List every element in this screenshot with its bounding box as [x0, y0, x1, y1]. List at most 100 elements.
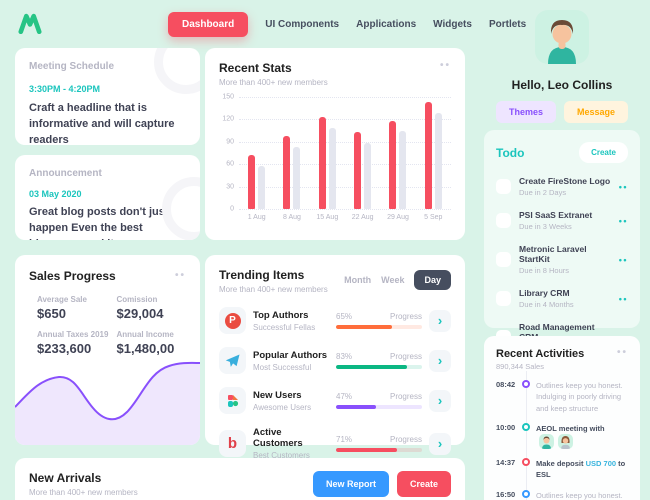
todo-title: Todo — [496, 145, 525, 160]
trending-item: New Users Awesome Users 47% Progress › — [219, 387, 451, 414]
x-axis: 1 Aug 8 Aug 15 Aug 22 Aug 29 Aug 5 Sep — [239, 214, 451, 221]
trending-item-title: New Users — [253, 389, 302, 401]
trending-item-arrow-button[interactable]: › — [429, 309, 451, 332]
meeting-schedule-title: Meeting Schedule — [29, 61, 115, 72]
meeting-schedule-card: Meeting Schedule 3:30PM - 4:20PM Craft a… — [15, 48, 200, 145]
trending-item-percent: 47% — [336, 392, 353, 401]
bar-current — [318, 117, 326, 209]
themes-button[interactable]: Themes — [495, 101, 556, 123]
todo-item-title: Library CRM — [519, 288, 570, 298]
recent-activities-title: Recent Activities — [496, 348, 585, 360]
y-axis-tick: 30 — [226, 183, 234, 191]
trending-items-card: Trending Items More than 400+ new member… — [205, 255, 465, 460]
logo-icon[interactable] — [18, 13, 42, 39]
todo-create-button[interactable]: Create — [579, 142, 628, 163]
todo-checkbox[interactable] — [496, 291, 511, 306]
y-axis-tick: 60 — [226, 160, 234, 168]
activities-menu-dots-icon[interactable]: •• — [616, 347, 628, 358]
trending-item-arrow-button[interactable]: › — [429, 432, 451, 455]
sales-stat: Comission $29,004 — [117, 295, 191, 321]
stat-label: Annual Taxes 2019 — [37, 330, 109, 339]
gridline — [239, 209, 451, 210]
announcement-text: Great blog posts don't just happen Even … — [29, 206, 169, 240]
message-button[interactable]: Message — [563, 101, 629, 123]
bar-previous — [434, 113, 442, 209]
trending-subtitle: More than 400+ new members — [219, 285, 328, 294]
decorative-pattern — [154, 48, 200, 94]
stat-value: $650 — [37, 306, 66, 321]
tab-day[interactable]: Day — [414, 270, 451, 290]
gridline — [239, 141, 451, 143]
trending-item-arrow-button[interactable]: › — [429, 349, 451, 372]
progress-label: Progress — [389, 312, 422, 321]
y-axis-tick: 90 — [226, 138, 234, 146]
producthunt-icon: P — [219, 307, 246, 334]
todo-item-due: Due in 8 Hours — [519, 266, 570, 275]
man-avatar[interactable] — [539, 434, 554, 449]
timeline-dot-icon — [522, 458, 530, 466]
user-avatar[interactable] — [535, 10, 589, 69]
gridline — [239, 119, 451, 121]
activity-item: 14:37 Make deposit USD 700 to ESL — [496, 449, 628, 481]
trending-item-title: Top Authors — [253, 309, 309, 321]
x-axis-label: 15 Aug — [316, 214, 339, 221]
todo-checkbox[interactable] — [496, 213, 511, 228]
activity-text: AEOL meeting with — [534, 423, 628, 449]
stat-label: Comission — [116, 295, 158, 304]
trending-title: Trending Items — [219, 268, 305, 282]
y-axis-tick: 120 — [222, 115, 234, 123]
stat-label: Average Sale — [37, 295, 87, 304]
progress-label: Progress — [389, 352, 422, 361]
timeline-dot-icon — [522, 489, 530, 498]
nav-item-widgets[interactable]: Widgets — [433, 18, 472, 30]
activity-text: Outlines keep you honest. Indulging in p… — [536, 381, 623, 413]
progress-bar — [336, 405, 422, 409]
sales-menu-dots-icon[interactable]: •• — [174, 270, 186, 281]
timeline-dot-icon — [522, 380, 530, 388]
progress-bar — [336, 365, 422, 369]
nav-item-dashboard[interactable]: Dashboard — [168, 11, 249, 37]
bar-group — [274, 97, 309, 209]
bar-current — [424, 102, 432, 209]
recent-stats-menu-dots-icon[interactable]: •• — [439, 60, 451, 71]
todo-checkbox[interactable] — [496, 179, 511, 194]
tab-week[interactable]: Week — [381, 275, 405, 285]
profile-panel: Hello, Leo Collins Themes Message — [484, 10, 640, 123]
bitly-icon: b — [219, 430, 246, 457]
create-button[interactable]: Create — [396, 471, 451, 497]
todo-item-menu-dots-icon[interactable]: •• — [618, 293, 628, 304]
trending-item-title: Active Customers — [253, 427, 303, 449]
bar-group — [310, 97, 345, 209]
bar-previous — [328, 128, 336, 209]
y-axis-tick: 150 — [222, 93, 234, 101]
activity-text: Make deposit USD 700 to ESL — [536, 459, 626, 480]
tab-month[interactable]: Month — [344, 275, 372, 285]
progress-bar — [336, 448, 422, 452]
stat-label: Annual Income — [116, 330, 174, 339]
bar-group — [345, 97, 380, 209]
woman-avatar[interactable] — [558, 434, 573, 449]
todo-item-menu-dots-icon[interactable]: •• — [618, 254, 628, 265]
y-axis-tick: 0 — [230, 205, 234, 213]
todo-item-menu-dots-icon[interactable]: •• — [618, 215, 628, 226]
stat-value: $29,004 — [116, 306, 164, 321]
todo-checkbox[interactable] — [496, 252, 511, 267]
meeting-time: 3:30PM - 4:20PM — [29, 84, 101, 94]
todo-item-menu-dots-icon[interactable]: •• — [618, 181, 628, 192]
todo-item: Metronic Laravel StartKit Due in 8 Hours… — [496, 244, 628, 275]
activity-time: 08:42 — [496, 380, 516, 389]
trending-item-arrow-button[interactable]: › — [429, 389, 451, 412]
new-report-button[interactable]: New Report — [312, 471, 389, 497]
nav-item-portlets[interactable]: Portlets — [488, 18, 527, 30]
activity-time: 14:37 — [496, 458, 516, 467]
bar-previous — [293, 147, 301, 209]
trending-item-percent: 65% — [336, 312, 353, 321]
activity-item: 10:00 AEOL meeting with — [496, 413, 628, 449]
activity-time: 10:00 — [496, 422, 516, 432]
stat-value: $1,480,00 — [116, 341, 175, 356]
bar-chart-plot-bars — [239, 97, 451, 209]
nav-item-ui-components[interactable]: UI Components — [265, 18, 340, 30]
nav-item-applications[interactable]: Applications — [356, 18, 417, 30]
new-arrivals-title: New Arrivals — [29, 471, 102, 485]
